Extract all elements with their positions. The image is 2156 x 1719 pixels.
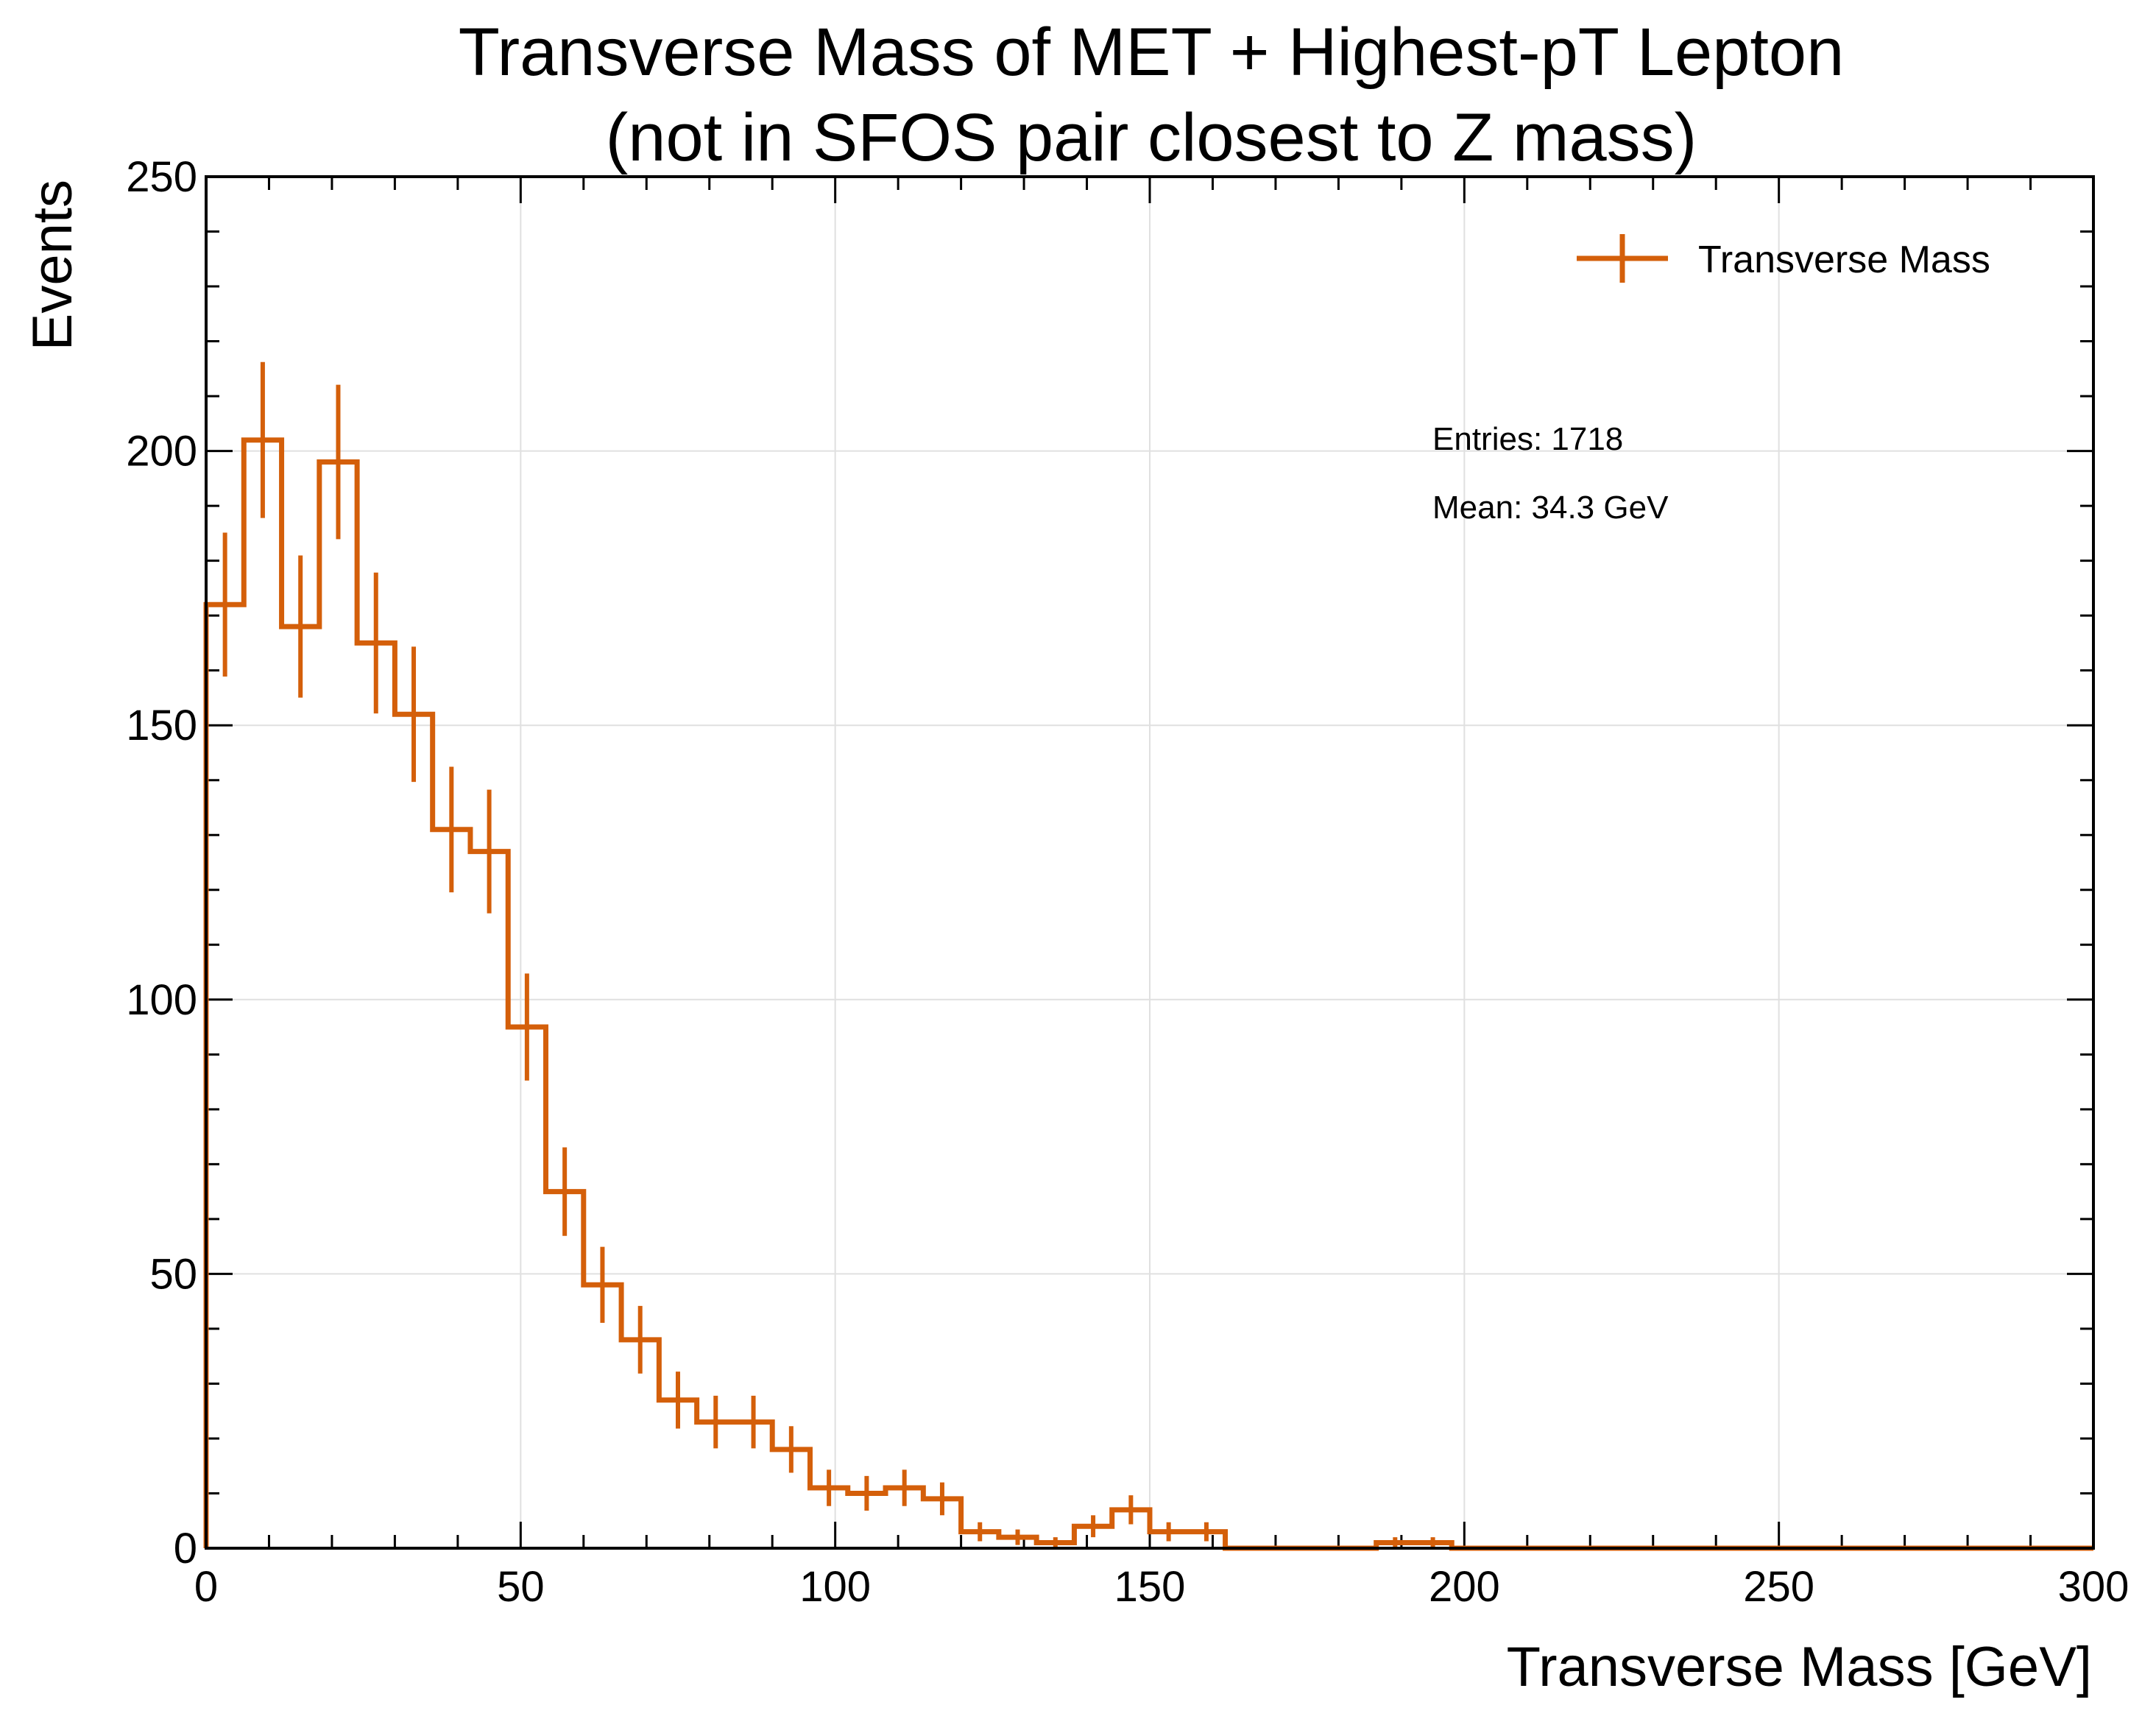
y-tick-label-150: 150 — [126, 702, 197, 749]
legend: Transverse Mass — [1577, 234, 1990, 283]
x-tick-label-200: 200 — [1429, 1563, 1500, 1611]
y-tick-label-100: 100 — [126, 976, 197, 1024]
x-tick-label-250: 250 — [1743, 1563, 1814, 1611]
chart-title: Transverse Mass of MET + Highest-pT Lept… — [459, 15, 1845, 175]
chart-title-line-1: Transverse Mass of MET + Highest-pT Lept… — [459, 15, 1845, 90]
y-tick-label-50: 50 — [149, 1250, 197, 1298]
stats-mean: Mean: 34.3 GeV — [1432, 490, 1669, 526]
y-tick-label-0: 0 — [174, 1525, 197, 1572]
x-tick-label-300: 300 — [2058, 1563, 2130, 1611]
chart-title-line-2: (not in SFOS pair closest to Z mass) — [606, 100, 1697, 175]
x-axis-label: Transverse Mass [GeV] — [1507, 1636, 2092, 1698]
y-tick-label-200: 200 — [126, 428, 197, 476]
x-tick-label-0: 0 — [194, 1563, 218, 1611]
grid-lines — [206, 177, 2093, 1548]
y-axis-label: Events — [21, 180, 84, 350]
legend-entry-transverse-mass: Transverse Mass — [1698, 239, 1990, 281]
y-tick-label-250: 250 — [126, 153, 197, 201]
x-axis-ticks: 0 50 100 150 200 250 300 — [194, 177, 2130, 1611]
x-tick-label-100: 100 — [799, 1563, 871, 1611]
plot-frame — [205, 175, 2095, 1550]
x-tick-label-50: 50 — [497, 1563, 545, 1611]
stats-entries: Entries: 1718 — [1432, 421, 1623, 457]
y-axis-ticks: 0 50 100 150 200 250 — [126, 153, 2093, 1572]
x-tick-label-150: 150 — [1114, 1563, 1186, 1611]
